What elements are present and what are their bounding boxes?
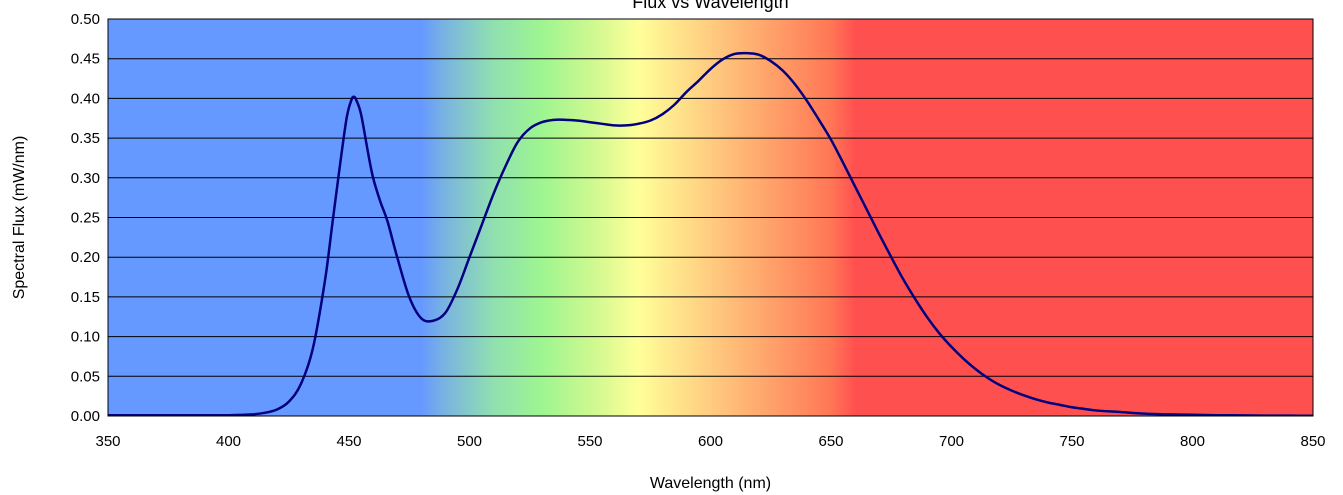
y-tick-label: 0.35 (71, 130, 100, 147)
x-tick-label: 700 (939, 433, 964, 450)
y-tick-label: 0.50 (71, 11, 100, 28)
x-tick-label: 500 (457, 433, 482, 450)
x-tick-label: 750 (1059, 433, 1084, 450)
x-tick-label: 400 (216, 433, 241, 450)
x-tick-label: 450 (336, 433, 361, 450)
y-tick-label: 0.30 (71, 170, 100, 187)
x-tick-label: 650 (818, 433, 843, 450)
y-tick-label: 0.05 (71, 368, 100, 385)
plot-frame (107, 18, 1314, 417)
y-tick-label: 0.40 (71, 90, 100, 107)
x-axis-tick-labels: 350 400 450 500 550 600 650 700 750 800 850 (95, 433, 1325, 450)
x-tick-label: 850 (1300, 433, 1325, 450)
spectral-flux-line (108, 51, 1313, 416)
x-tick-label: 600 (698, 433, 723, 450)
y-tick-label: 0.15 (71, 289, 100, 306)
y-tick-label: 0.20 (71, 249, 100, 266)
y-axis-tick-labels: 0.00 0.05 0.10 0.15 0.20 0.25 0.30 0.35 0.40 0.45… (71, 11, 100, 425)
x-tick-label: 550 (577, 433, 602, 450)
y-tick-label: 0.45 (71, 51, 100, 68)
y-tick-label: 0.25 (71, 210, 100, 227)
y-tick-label: 0.00 (71, 408, 100, 425)
x-tick-label: 800 (1180, 433, 1205, 450)
chart-title: Flux vs Wavelength (632, 0, 788, 12)
x-axis-title: Wavelength (nm) (650, 475, 771, 492)
y-axis-title: Spectral Flux (mW/nm) (11, 136, 28, 300)
y-tick-label: 0.10 (71, 329, 100, 346)
x-tick-label: 350 (95, 433, 120, 450)
